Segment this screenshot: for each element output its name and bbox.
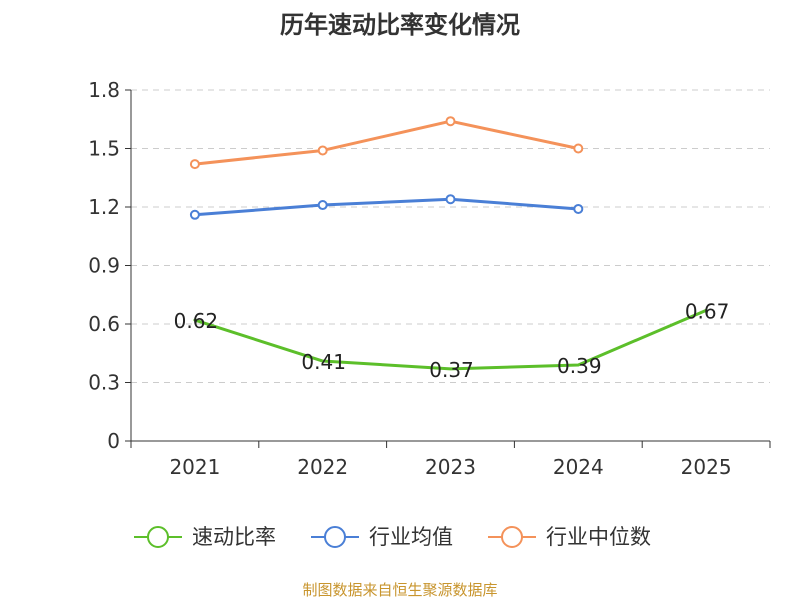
series-industry-median [189,116,584,170]
gridlines [131,89,770,383]
series-industry-mean-point[interactable] [189,209,200,220]
legend-label-industry-median: 行业中位数 [546,525,651,549]
x-tick-label: 2023 [425,455,476,479]
y-tick-label: 1.8 [88,78,120,102]
data-label: 0.37 [429,358,474,382]
y-tick-label: 0 [107,429,120,453]
legend-label-quick-ratio: 速动比率 [192,525,276,549]
legend-marker-industry-mean [324,526,346,548]
x-tick-label: 2024 [553,455,604,479]
series-industry-median-point[interactable] [317,145,328,156]
series-industry-median-point[interactable] [573,143,584,154]
legend-marker-industry-median [501,526,523,548]
series-industry-median-line [193,119,580,166]
data-label: 0.41 [301,350,346,374]
y-tick-label: 0.9 [88,254,120,278]
y-tick-label: 1.2 [88,195,120,219]
series-industry-mean-point[interactable] [445,194,456,205]
y-tick-label: 0.6 [88,312,120,336]
data-label: 0.67 [685,299,730,323]
data-labels: 0.62 0.41 0.37 0.39 0.67 [174,299,730,382]
legend-item-industry-median[interactable]: 行业中位数 [488,525,651,549]
x-tick-label: 2025 [681,455,732,479]
series-quick-ratio [193,308,708,371]
series-industry-median-point[interactable] [445,116,456,127]
legend-item-industry-mean[interactable]: 行业均值 [311,525,453,549]
y-tick-label: 1.5 [88,137,120,161]
series-industry-mean-line [193,197,580,217]
chart-title: 历年速动比率变化情况 [280,11,520,39]
x-ticks: 2021 2022 2023 2024 2025 [130,441,771,479]
data-label: 0.39 [557,354,602,378]
series-industry-median-point[interactable] [189,159,200,170]
series-industry-mean-point[interactable] [317,200,328,211]
y-ticks: 0 0.3 0.6 0.9 1.2 1.5 1.8 [88,78,131,453]
x-tick-label: 2021 [169,455,220,479]
legend-label-industry-mean: 行业均值 [369,525,453,549]
series-industry-mean [189,194,584,220]
legend-item-quick-ratio[interactable]: 速动比率 [134,525,276,549]
legend: 速动比率 行业均值 行业中位数 [134,525,651,549]
series-layer [189,116,708,371]
legend-marker-quick-ratio [147,526,169,548]
x-tick-label: 2022 [297,455,348,479]
series-quick-ratio-line [193,308,708,371]
source-note: 制图数据来自恒生聚源数据库 [302,581,497,599]
y-tick-label: 0.3 [88,371,120,395]
series-industry-mean-point[interactable] [573,203,584,214]
data-label: 0.62 [174,309,219,333]
